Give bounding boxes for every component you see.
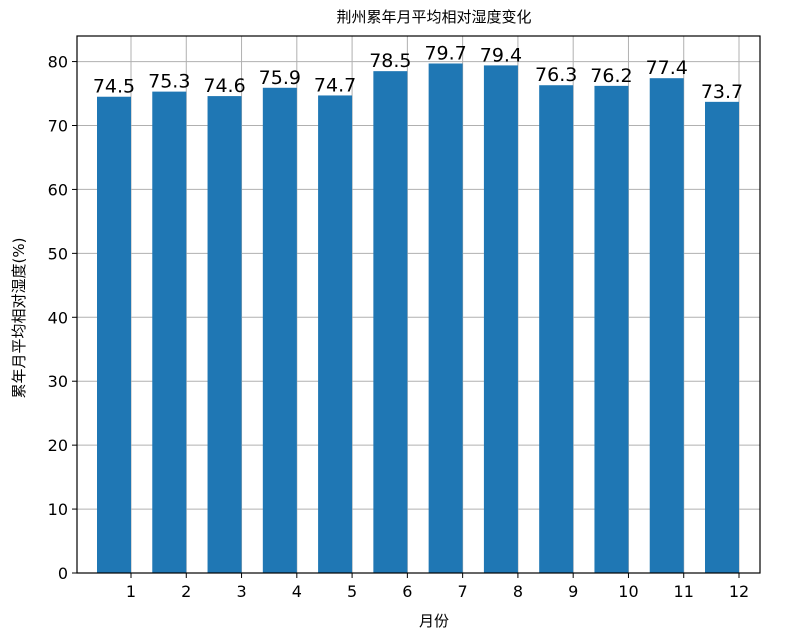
bar bbox=[594, 85, 629, 573]
bar bbox=[207, 96, 242, 573]
y-tick-label: 30 bbox=[48, 372, 68, 391]
x-tick-label: 10 bbox=[618, 582, 638, 601]
data-label: 78.5 bbox=[369, 50, 411, 72]
x-tick-label: 3 bbox=[236, 582, 246, 601]
data-labels: 74.5 75.3 74.6 75.9 74.7 78.5 79.7 79.4 76.3 76.2… bbox=[93, 42, 743, 102]
x-tick-label: 2 bbox=[181, 582, 191, 601]
y-tick-label: 0 bbox=[58, 564, 68, 583]
y-tick-label: 60 bbox=[48, 180, 68, 199]
data-label: 73.7 bbox=[701, 81, 743, 103]
x-tick-label: 11 bbox=[674, 582, 694, 601]
data-label: 74.6 bbox=[203, 75, 245, 97]
data-label: 74.7 bbox=[314, 74, 356, 96]
y-tick-label: 80 bbox=[48, 53, 68, 72]
data-label: 77.4 bbox=[646, 57, 688, 79]
bar bbox=[649, 78, 684, 573]
bar bbox=[97, 96, 131, 573]
bar bbox=[318, 95, 353, 573]
data-label: 76.2 bbox=[590, 65, 632, 87]
data-label: 74.5 bbox=[93, 76, 135, 98]
data-label: 76.3 bbox=[535, 64, 577, 86]
y-tick-label: 40 bbox=[48, 308, 68, 327]
bar bbox=[705, 101, 739, 573]
bars bbox=[97, 63, 739, 574]
data-label: 79.7 bbox=[424, 42, 466, 64]
x-tick-label: 1 bbox=[126, 582, 136, 601]
bar bbox=[539, 85, 574, 573]
bar bbox=[428, 63, 463, 573]
x-tick-label: 4 bbox=[292, 582, 302, 601]
x-tick-label: 5 bbox=[347, 582, 357, 601]
data-label: 75.3 bbox=[148, 71, 190, 93]
plot-frame bbox=[76, 35, 761, 574]
plot-border bbox=[76, 35, 761, 574]
x-tick-label: 6 bbox=[402, 582, 412, 601]
bar bbox=[373, 71, 408, 574]
x-tick-label: 7 bbox=[458, 582, 468, 601]
x-axis-label: 月份 bbox=[419, 612, 449, 630]
bar bbox=[262, 87, 297, 574]
x-tick-label: 8 bbox=[513, 582, 523, 601]
bar bbox=[483, 65, 518, 574]
y-tick-label: 70 bbox=[48, 117, 68, 136]
x-tick-label: 12 bbox=[729, 582, 749, 601]
chart-title: 荆州累年月平均相对湿度变化 bbox=[336, 8, 531, 26]
bar bbox=[152, 91, 187, 573]
y-tick-label: 20 bbox=[48, 436, 68, 455]
data-label: 75.9 bbox=[259, 67, 301, 89]
y-tick-label: 50 bbox=[48, 244, 68, 263]
x-tick-label: 9 bbox=[568, 582, 578, 601]
y-axis-label: 累年月平均相对湿度(%) bbox=[10, 238, 28, 399]
y-tick-label: 10 bbox=[48, 500, 68, 519]
data-label: 79.4 bbox=[480, 44, 522, 66]
